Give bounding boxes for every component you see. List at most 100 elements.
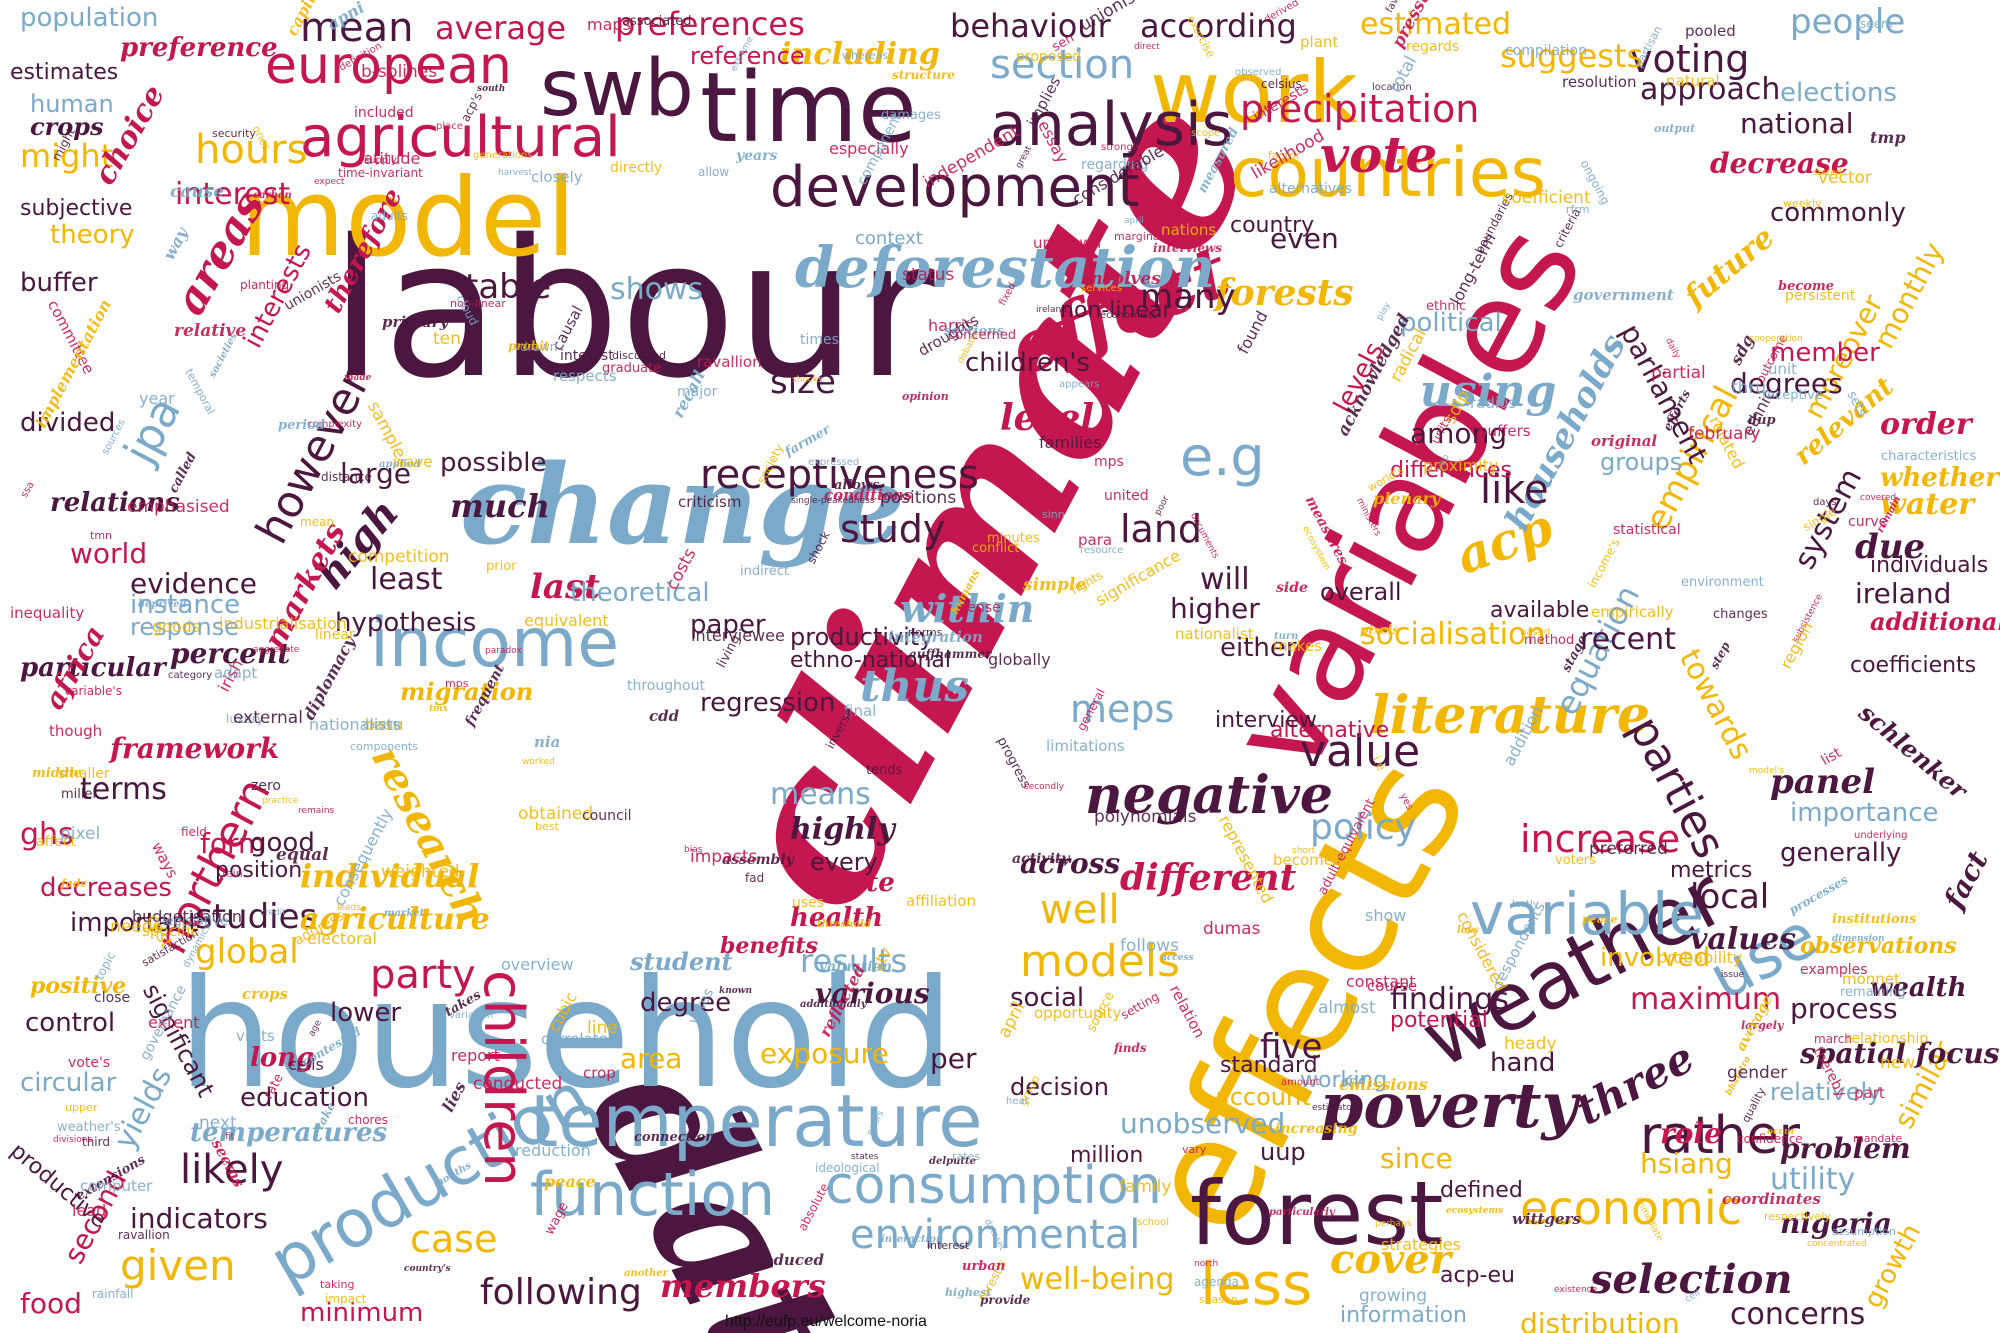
filler-word: course xyxy=(1367,977,1418,995)
filler-word: output xyxy=(1654,122,1696,135)
word-results: results xyxy=(800,942,908,980)
word-even: even xyxy=(1270,222,1339,255)
filler-word: nationalists xyxy=(309,715,402,734)
filler-word: peace xyxy=(1582,913,1618,926)
filler-word: plant xyxy=(1300,33,1339,51)
word-value: value xyxy=(1300,726,1421,777)
filler-word: resource xyxy=(1080,545,1124,556)
filler-word: drawn xyxy=(520,340,558,354)
filler-word: shocks xyxy=(792,375,823,385)
word-selection: selection xyxy=(1590,1256,1793,1303)
filler-word: probability xyxy=(1657,948,1743,967)
filler-word: assembly xyxy=(722,852,794,868)
filler-word: close xyxy=(94,990,131,1006)
word-member: member xyxy=(1770,338,1880,368)
filler-word: covered xyxy=(1860,493,1897,503)
word-model: model xyxy=(240,156,577,281)
word-groups: groups xyxy=(1600,448,1683,476)
word-like: like xyxy=(1480,467,1549,513)
filler-word: cells xyxy=(288,1055,324,1074)
word-context: context xyxy=(855,228,923,249)
word-due: due xyxy=(1855,527,1926,567)
filler-word: nationalist xyxy=(1175,625,1254,643)
word-concerns: concerns xyxy=(1730,1297,1866,1332)
word-nonlinear: non-linear xyxy=(1060,298,1172,323)
word-per: per xyxy=(930,1042,977,1075)
word-degrees: degrees xyxy=(1730,367,1843,400)
word-since: since xyxy=(1380,1142,1453,1175)
filler-word: examples xyxy=(1800,962,1868,978)
filler-word: harvest xyxy=(498,168,533,178)
filler-word: issue xyxy=(1721,970,1745,980)
filler-word: visits xyxy=(236,1027,275,1045)
word-within: within xyxy=(900,586,1035,631)
word-important: important xyxy=(70,908,199,938)
filler-word: scope xyxy=(1191,128,1221,139)
filler-word: minutes xyxy=(987,531,1040,546)
filler-word: setting xyxy=(1118,989,1162,1023)
word-percent: percent xyxy=(170,637,291,670)
filler-word: damages xyxy=(881,108,941,123)
filler-word: affiliation xyxy=(906,892,976,910)
filler-word: associated xyxy=(622,14,692,29)
filler-word: north xyxy=(1194,1259,1219,1269)
word-productivity: productivity xyxy=(790,623,934,651)
filler-word: opportunity xyxy=(1034,1004,1122,1022)
word-uup: uup xyxy=(1260,1138,1306,1166)
word-global: global xyxy=(195,932,299,972)
word-form: form xyxy=(200,827,266,860)
word-spatialfocus: spatial focus xyxy=(1800,1037,2000,1070)
filler-word: interaction xyxy=(881,1234,944,1245)
word-social: social xyxy=(1010,983,1085,1013)
filler-word: norms xyxy=(908,626,943,639)
filler-word: sense xyxy=(960,600,1001,616)
word-nigeria: nigeria xyxy=(1780,1207,1892,1240)
word-work: work xyxy=(1150,43,1359,143)
word-household: household xyxy=(178,948,955,1122)
word-time: time xyxy=(700,52,917,164)
word-degree: degree xyxy=(640,988,732,1018)
filler-word: allows xyxy=(834,478,880,493)
word-using: using xyxy=(1420,366,1557,417)
filler-word: years xyxy=(736,148,778,164)
filler-word: integration xyxy=(888,628,983,646)
word-much: much xyxy=(450,487,550,525)
filler-word: vote's xyxy=(68,1055,111,1071)
filler-word: finds xyxy=(1114,1041,1147,1055)
filler-word: latitude xyxy=(359,149,421,168)
filler-word: thru xyxy=(1731,378,1767,398)
word-across: across xyxy=(1020,847,1121,880)
filler-word: plenary xyxy=(1373,489,1441,508)
filler-word: field xyxy=(181,825,207,839)
filler-word: makes xyxy=(1273,637,1322,655)
filler-word: equivalent xyxy=(524,611,609,630)
word-metrics: metrics xyxy=(1670,858,1753,883)
filler-word: activity xyxy=(1012,851,1070,867)
filler-word: rates xyxy=(952,1150,981,1163)
filler-word: urban xyxy=(962,1259,1006,1274)
filler-word: empirically xyxy=(1591,603,1674,621)
filler-word: unknown xyxy=(1033,234,1102,252)
filler-word: smaller xyxy=(58,766,110,782)
word-values: values xyxy=(1690,922,1797,957)
filler-word: celsius xyxy=(1261,77,1302,91)
filler-word: expect xyxy=(314,177,345,187)
filler-word: almost xyxy=(1318,998,1376,1018)
filler-word: included xyxy=(354,105,414,121)
filler-word: luxury xyxy=(226,712,264,726)
word-million: million xyxy=(1070,1143,1144,1168)
word-temperatures: temperatures xyxy=(190,1118,388,1148)
filler-word: credit xyxy=(260,908,286,918)
filler-word: confidence xyxy=(1737,1132,1803,1146)
filler-word: simple xyxy=(1023,575,1087,595)
word-note: note xyxy=(830,868,895,898)
filler-word: way xyxy=(159,224,192,263)
filler-word: stated xyxy=(1813,168,1842,178)
filler-word: pixels xyxy=(1360,623,1400,637)
filler-word: interest xyxy=(927,1239,970,1252)
word-hypothesis: hypothesis xyxy=(335,608,477,638)
word-change: change xyxy=(460,440,906,569)
word-student: student xyxy=(630,947,733,976)
filler-word: miller xyxy=(61,787,98,802)
filler-word: appears xyxy=(1059,379,1100,390)
